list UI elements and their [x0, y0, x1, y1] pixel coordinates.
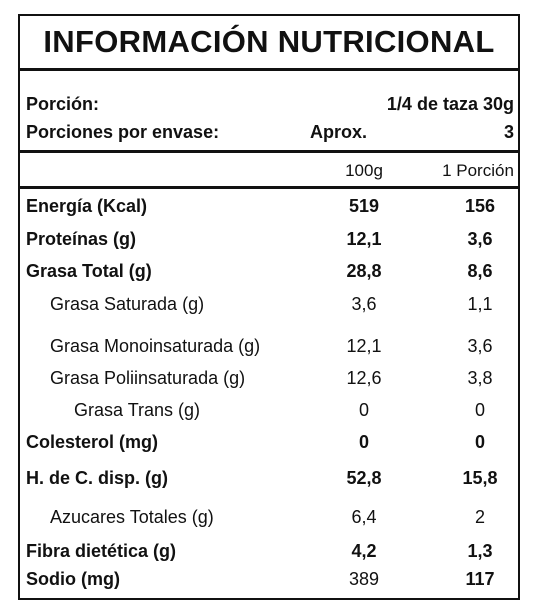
- portion-value: 1/4 de taza 30g: [386, 94, 514, 114]
- row-value-100g: 0: [358, 400, 369, 420]
- row-label: Grasa Saturada (g): [50, 294, 205, 314]
- row-value-100g: 519: [348, 196, 380, 216]
- column-header-portion: 1 Porción: [442, 161, 514, 180]
- portion-label: Porción:: [26, 94, 100, 114]
- row-label: Colesterol (mg): [26, 432, 159, 452]
- row-value-100g: 12,1: [346, 229, 382, 249]
- row-value-100g: 0: [358, 432, 369, 452]
- row-value-portion: 3,6: [467, 336, 493, 356]
- row-label: Energía (Kcal): [26, 196, 148, 216]
- row-value-100g: 389: [348, 569, 380, 589]
- column-header-100g: 100g: [345, 161, 383, 180]
- row-label: Sodio (mg): [26, 569, 120, 589]
- row-value-portion: 0: [474, 432, 485, 452]
- row-value-100g: 4,2: [351, 541, 377, 561]
- label-title: INFORMACIÓN NUTRICIONAL: [43, 24, 495, 59]
- row-label: Proteínas (g): [26, 229, 137, 249]
- divider: [20, 68, 518, 71]
- row-value-portion: 8,6: [467, 261, 493, 281]
- row-value-100g: 12,1: [346, 336, 382, 356]
- row-value-100g: 52,8: [346, 468, 382, 488]
- row-value-portion: 0: [474, 400, 485, 420]
- row-label: Grasa Total (g): [26, 261, 152, 281]
- row-value-100g: 28,8: [346, 261, 382, 281]
- row-value-portion: 3,6: [467, 229, 493, 249]
- row-value-100g: 6,4: [351, 507, 377, 527]
- row-value-portion: 15,8: [462, 468, 498, 488]
- divider: [20, 186, 518, 189]
- row-value-100g: 12,6: [346, 368, 382, 388]
- divider: [20, 150, 518, 153]
- row-label: Fibra dietética (g): [26, 541, 177, 561]
- row-value-100g: 3,6: [351, 294, 377, 314]
- row-value-portion: 1,3: [467, 541, 493, 561]
- row-value-portion: 1,1: [467, 294, 493, 314]
- row-value-portion: 2: [474, 507, 485, 527]
- servings-label: Porciones por envase:: [26, 122, 220, 142]
- row-value-portion: 156: [464, 196, 496, 216]
- row-value-portion: 3,8: [467, 368, 493, 388]
- row-label: Azucares Totales (g): [50, 507, 214, 527]
- row-label: Grasa Poliinsaturada (g): [50, 368, 246, 388]
- row-label: H. de C. disp. (g): [26, 468, 168, 488]
- row-label: Grasa Monoinsaturada (g): [50, 336, 261, 356]
- servings-value: 3: [503, 122, 514, 142]
- row-value-portion: 117: [465, 569, 495, 589]
- servings-approx: Aprox.: [310, 122, 368, 142]
- row-label: Grasa Trans (g): [74, 400, 201, 420]
- nutrition-facts-label: INFORMACIÓN NUTRICIONAL Porción: 1/4 de …: [18, 14, 520, 600]
